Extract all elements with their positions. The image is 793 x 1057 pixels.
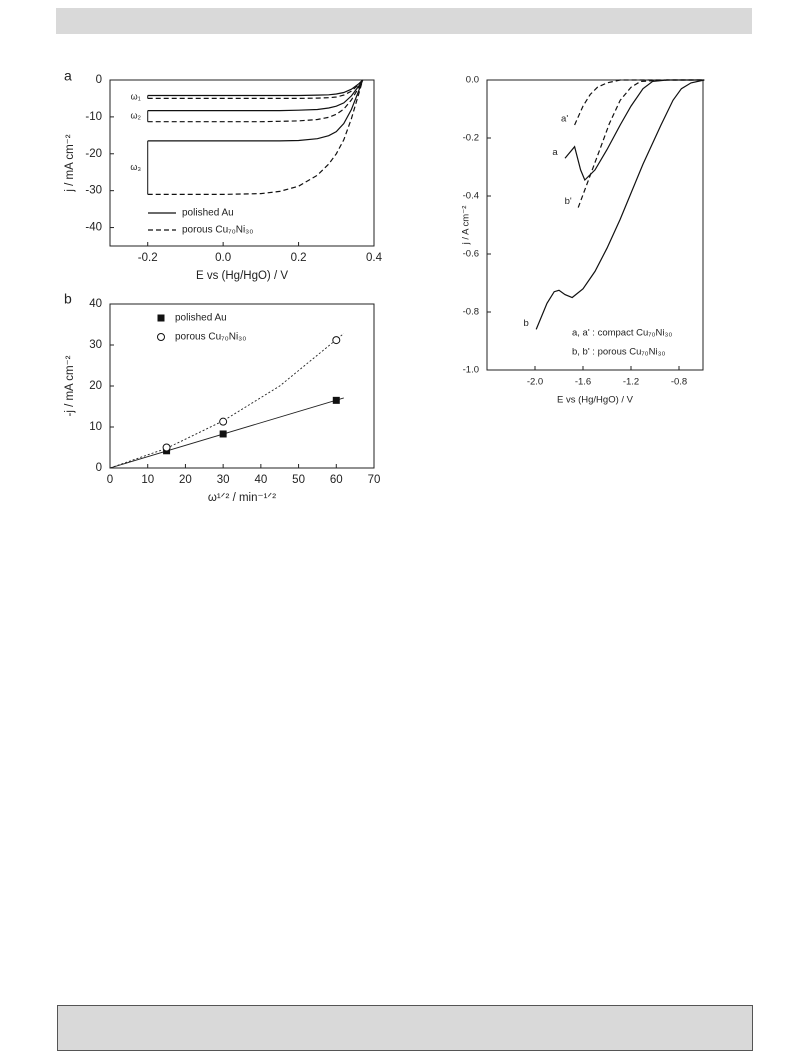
x-tick-label: 20 xyxy=(179,474,192,486)
y-tick-label: -0.2 xyxy=(463,133,479,144)
y-tick-label: 20 xyxy=(89,380,102,392)
x-tick-label: -0.8 xyxy=(671,377,687,388)
x-tick-label: 60 xyxy=(330,474,343,486)
y-tick-label: -0.8 xyxy=(463,307,479,318)
legend-label: porous Cu₇₀Ni₃₀ xyxy=(175,332,246,343)
y-tick-label: 0 xyxy=(96,74,102,86)
legend-swatch xyxy=(157,333,165,341)
y-tick-label: 0 xyxy=(96,462,102,474)
data-line xyxy=(574,79,705,126)
y-tick-label: -0.6 xyxy=(463,249,479,260)
data-line xyxy=(147,79,364,112)
fit-line xyxy=(109,333,345,469)
legend-label: polished Au xyxy=(182,208,234,219)
x-tick-label: -1.6 xyxy=(575,377,591,388)
y-tick-label: 30 xyxy=(89,339,102,351)
data-line xyxy=(147,79,364,97)
plot-frame xyxy=(109,79,375,247)
x-tick-label: 0.2 xyxy=(291,252,307,264)
data-line xyxy=(564,79,705,182)
data-line xyxy=(577,79,705,208)
y-tick-label: 0.0 xyxy=(466,75,479,86)
x-tick-label: -1.2 xyxy=(623,377,639,388)
y-axis-title: j / mA cm⁻² xyxy=(64,134,76,192)
rotation-label: ω₃ xyxy=(130,162,141,172)
fit-line xyxy=(109,397,344,469)
y-tick-label: -10 xyxy=(85,111,102,123)
panel-label: a xyxy=(64,68,72,84)
rotation-label: ω₂ xyxy=(130,111,141,121)
x-tick-label: 10 xyxy=(141,474,154,486)
data-line xyxy=(147,79,364,123)
data-point xyxy=(219,417,228,426)
plot-frame xyxy=(109,303,375,469)
curve-label: b' xyxy=(565,196,572,207)
data-point xyxy=(332,336,341,345)
legend-note: a, a' : compact Cu₇₀Ni₃₀ xyxy=(572,328,672,339)
panel-label: b xyxy=(64,291,72,307)
data-line xyxy=(535,79,705,330)
header-bar xyxy=(56,8,752,34)
data-line xyxy=(147,79,364,195)
legend-note: b, b' : porous Cu₇₀Ni₃₀ xyxy=(572,347,665,358)
x-tick-label: 40 xyxy=(254,474,267,486)
x-tick-label: -0.2 xyxy=(138,252,158,264)
data-point xyxy=(332,396,340,404)
x-tick-label: 0.4 xyxy=(366,252,383,264)
y-axis-title: -j / mA cm⁻² xyxy=(64,355,76,416)
x-tick-label: 0.0 xyxy=(215,252,231,264)
data-line xyxy=(147,79,364,99)
legend-swatch xyxy=(157,314,165,322)
x-tick-label: 30 xyxy=(217,474,230,486)
data-point xyxy=(162,443,171,452)
x-axis-title: ω¹ᐟ² / min⁻¹ᐟ² xyxy=(208,492,276,504)
y-tick-label: -20 xyxy=(85,148,102,160)
x-tick-label: -2.0 xyxy=(527,377,543,388)
data-point xyxy=(219,430,227,438)
x-tick-label: 50 xyxy=(292,474,305,486)
plot-frame xyxy=(486,79,704,371)
curve-label: a' xyxy=(561,113,568,124)
x-axis-title: E vs (Hg/HgO) / V xyxy=(557,395,634,406)
y-axis-title: j / A cm⁻² xyxy=(461,206,472,246)
y-tick-label: 40 xyxy=(89,298,102,310)
curve-label: b xyxy=(524,318,529,329)
x-tick-label: 70 xyxy=(368,474,381,486)
data-line xyxy=(147,79,364,142)
legend-label: polished Au xyxy=(175,313,227,324)
rotation-label: ω₁ xyxy=(131,91,141,101)
x-tick-label: 0 xyxy=(107,474,113,486)
legend-label: porous Cu₇₀Ni₃₀ xyxy=(182,225,253,236)
y-tick-label: 10 xyxy=(89,421,102,433)
footer-box xyxy=(57,1005,753,1051)
curve-label: a xyxy=(552,147,558,158)
y-tick-label: -0.4 xyxy=(463,191,479,202)
x-axis-title: E vs (Hg/HgO) / V xyxy=(196,270,288,282)
y-tick-label: -40 xyxy=(85,222,102,234)
y-tick-label: -1.0 xyxy=(463,365,479,376)
y-tick-label: -30 xyxy=(85,185,102,197)
